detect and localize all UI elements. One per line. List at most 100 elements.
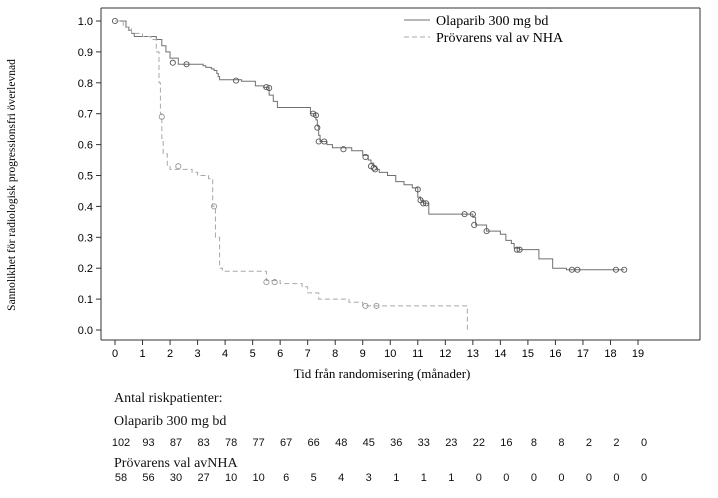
y-tick-label: 0.9: [78, 47, 93, 59]
censor-mark-olaparib: [263, 84, 270, 91]
x-tick-label: 5: [250, 348, 256, 360]
x-tick-label: 3: [195, 348, 201, 360]
x-tick-label: 14: [494, 348, 506, 360]
censor-mark-olaparib: [362, 153, 369, 161]
censor-mark-olaparib: [621, 266, 628, 273]
y-tick-label: 0.4: [78, 201, 93, 213]
censor-mark-olaparib: [314, 124, 321, 131]
censor-mark-olaparib: [169, 59, 176, 66]
plot-area: [111, 17, 628, 330]
risk-count: 22: [472, 437, 485, 449]
censor-mark-nha: [175, 163, 182, 170]
x-tick-label: 18: [604, 348, 616, 360]
risk-count: 0: [640, 437, 648, 449]
censor-mark-olaparib: [321, 138, 328, 145]
x-tick-label: 13: [467, 348, 479, 360]
risk-count: 102: [111, 437, 131, 449]
x-tick-label: 6: [277, 348, 283, 360]
risk-count: 4: [338, 472, 345, 484]
risk-row-nha: 58 56 30 27 10 10 6 5 4 3 1 1 1 0 0 0 0 0 0 0: [0, 472, 718, 486]
x-tick-label: 0: [112, 348, 118, 360]
risk-count: 66: [307, 437, 320, 449]
x-tick-label: 8: [332, 348, 338, 360]
x-tick-label: 4: [222, 348, 228, 360]
risk-count: 10: [224, 472, 238, 484]
x-tick-label: 11: [412, 348, 423, 360]
censor-mark-olaparib: [422, 200, 430, 207]
censor-mark-olaparib: [461, 211, 468, 218]
censor-mark-olaparib: [340, 146, 347, 153]
risk-count: 1: [420, 472, 427, 484]
y-tick-label: 1.0: [78, 16, 93, 28]
risk-count: 67: [280, 437, 293, 449]
risk-count: 0: [503, 472, 510, 484]
censor-mark-olaparib: [516, 246, 523, 253]
censor-mark-olaparib: [612, 266, 620, 273]
risk-count: 45: [362, 437, 375, 449]
km-curve-nha: [115, 20, 468, 330]
y-tick-label: 0.8: [78, 78, 93, 90]
x-tick-label: 17: [577, 348, 589, 360]
risk-count: 0: [613, 472, 620, 484]
axes: 0.00.10.20.30.40.50.60.70.80.91.00 1 2 3 4 5 6…: [78, 7, 701, 360]
risk-count: 0: [530, 472, 537, 484]
x-tick-label: 12: [439, 348, 451, 360]
risk-count: 0: [475, 472, 482, 484]
y-tick-label: 0.1: [78, 294, 93, 306]
risk-count: 8: [530, 437, 537, 449]
risk-count: 78: [224, 437, 238, 449]
risk-count: 0: [585, 472, 592, 484]
risk-count: 93: [142, 437, 155, 449]
censor-mark-olaparib: [414, 186, 421, 193]
censor-mark-olaparib: [469, 211, 476, 218]
risk-count: 36: [390, 437, 403, 449]
x-tick-label: 2: [167, 348, 173, 360]
censor-mark-olaparib: [233, 77, 240, 84]
y-tick-label: 0.0: [78, 325, 93, 337]
censor-mark-olaparib: [574, 266, 581, 273]
censor-mark-nha: [271, 279, 278, 286]
km-curve-olaparib: [115, 20, 625, 271]
legend-label-nha: Prövarens val av NHA: [436, 31, 564, 46]
risk-count: 8: [558, 437, 565, 449]
x-tick-label: 15: [522, 348, 534, 360]
x-tick-label: 9: [360, 348, 366, 360]
censor-mark-nha: [373, 302, 380, 309]
risk-count: 48: [335, 437, 348, 449]
censor-mark-olaparib: [370, 164, 377, 171]
x-tick-label: 16: [549, 348, 561, 360]
censor-mark-olaparib: [420, 200, 427, 207]
risk-count: 83: [197, 437, 210, 449]
censor-mark-nha: [362, 302, 369, 309]
censor-mark-nha: [158, 113, 165, 120]
risk-count: 0: [640, 472, 648, 484]
risk-count: 1: [448, 472, 455, 484]
risk-count: 87: [169, 437, 183, 449]
x-tick-label: 19: [632, 348, 644, 360]
risk-group-label-olaparib: Olaparib 300 mg bd: [114, 414, 227, 429]
y-tick-label: 0.6: [78, 140, 93, 152]
risk-count: 58: [114, 472, 128, 484]
risk-count: 56: [142, 472, 155, 484]
risk-count: 10: [252, 472, 265, 484]
legend-label-olaparib: Olaparib 300 mg bd: [436, 14, 548, 29]
x-tick-label: 1: [139, 348, 145, 360]
risk-count: 77: [252, 437, 265, 449]
x-axis-label: Tid från randomisering (månader): [294, 366, 471, 381]
risk-table-title: Antal riskpatienter:: [114, 391, 223, 406]
y-tick-label: 0.2: [78, 263, 93, 275]
censor-mark-olaparib: [471, 221, 478, 228]
censor-mark-olaparib: [513, 246, 520, 253]
censor-mark-olaparib: [183, 61, 190, 68]
risk-count: 30: [169, 472, 183, 484]
risk-count: 2: [585, 437, 592, 449]
risk-count: 23: [445, 437, 458, 449]
y-tick-label: 0.5: [78, 171, 93, 183]
risk-count: 6: [283, 472, 290, 484]
risk-count: 0: [558, 472, 565, 484]
legend: Olaparib 300 mg bd Prövarens val av NHA: [404, 14, 564, 46]
risk-count: 33: [417, 437, 430, 449]
risk-count: 27: [197, 472, 210, 484]
risk-row-olaparib: 102 93 87 83 78 77 67 66 48 45 36 33 23 22 16 8 8 2 2 0: [0, 437, 718, 451]
